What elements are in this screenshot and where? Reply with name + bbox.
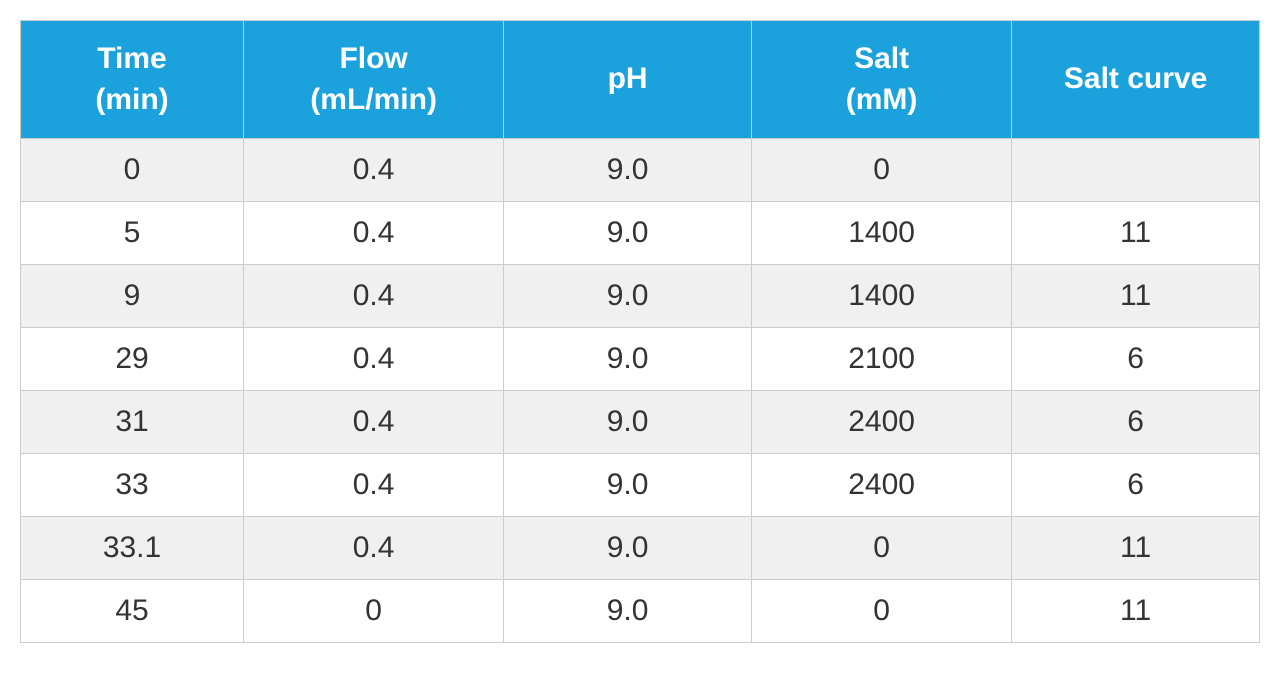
cell: 0.4 — [244, 328, 504, 391]
table-header: Time (min) Flow (mL/min) pH Salt (mM) Sa… — [21, 21, 1260, 139]
table-row: 45 0 9.0 0 11 — [21, 580, 1260, 643]
cell: 9.0 — [504, 202, 752, 265]
cell: 33.1 — [21, 517, 244, 580]
header-salt-line2: (mM) — [846, 83, 918, 116]
cell: 29 — [21, 328, 244, 391]
cell: 45 — [21, 580, 244, 643]
cell: 11 — [1012, 580, 1260, 643]
cell: 0.4 — [244, 454, 504, 517]
cell: 0 — [244, 580, 504, 643]
header-salt-curve: Salt curve — [1012, 21, 1260, 139]
cell: 0 — [752, 517, 1012, 580]
cell: 2400 — [752, 391, 1012, 454]
cell: 11 — [1012, 265, 1260, 328]
cell: 6 — [1012, 328, 1260, 391]
cell: 9.0 — [504, 391, 752, 454]
cell: 9.0 — [504, 517, 752, 580]
cell — [1012, 139, 1260, 202]
header-row: Time (min) Flow (mL/min) pH Salt (mM) Sa… — [21, 21, 1260, 139]
cell: 0.4 — [244, 202, 504, 265]
header-time: Time (min) — [21, 21, 244, 139]
table-row: 29 0.4 9.0 2100 6 — [21, 328, 1260, 391]
header-ph-line1: pH — [608, 62, 648, 95]
cell: 11 — [1012, 202, 1260, 265]
cell: 0.4 — [244, 265, 504, 328]
cell: 6 — [1012, 454, 1260, 517]
cell: 9.0 — [504, 139, 752, 202]
cell: 9.0 — [504, 265, 752, 328]
cell: 33 — [21, 454, 244, 517]
cell: 1400 — [752, 265, 1012, 328]
cell: 9.0 — [504, 454, 752, 517]
header-ph: pH — [504, 21, 752, 139]
table-row: 31 0.4 9.0 2400 6 — [21, 391, 1260, 454]
table-row: 33 0.4 9.0 2400 6 — [21, 454, 1260, 517]
table-row: 5 0.4 9.0 1400 11 — [21, 202, 1260, 265]
cell: 0 — [752, 580, 1012, 643]
header-flow-line1: Flow — [339, 42, 407, 75]
cell: 0 — [752, 139, 1012, 202]
header-flow: Flow (mL/min) — [244, 21, 504, 139]
cell: 2400 — [752, 454, 1012, 517]
header-salt-line1: Salt — [854, 42, 909, 75]
cell: 0.4 — [244, 517, 504, 580]
table-row: 9 0.4 9.0 1400 11 — [21, 265, 1260, 328]
cell: 11 — [1012, 517, 1260, 580]
cell: 9.0 — [504, 328, 752, 391]
cell: 6 — [1012, 391, 1260, 454]
header-salt: Salt (mM) — [752, 21, 1012, 139]
header-time-line2: (min) — [95, 83, 168, 116]
cell: 31 — [21, 391, 244, 454]
cell: 9.0 — [504, 580, 752, 643]
cell: 5 — [21, 202, 244, 265]
cell: 9 — [21, 265, 244, 328]
cell: 0 — [21, 139, 244, 202]
header-time-line1: Time — [97, 42, 166, 75]
header-salt-curve-line1: Salt curve — [1064, 62, 1207, 95]
header-flow-line2: (mL/min) — [310, 83, 437, 116]
table-row: 33.1 0.4 9.0 0 11 — [21, 517, 1260, 580]
cell: 2100 — [752, 328, 1012, 391]
cell: 0.4 — [244, 139, 504, 202]
data-table: Time (min) Flow (mL/min) pH Salt (mM) Sa… — [20, 20, 1260, 643]
cell: 1400 — [752, 202, 1012, 265]
table-body: 0 0.4 9.0 0 5 0.4 9.0 1400 11 9 0.4 9.0 … — [21, 139, 1260, 643]
cell: 0.4 — [244, 391, 504, 454]
table-row: 0 0.4 9.0 0 — [21, 139, 1260, 202]
